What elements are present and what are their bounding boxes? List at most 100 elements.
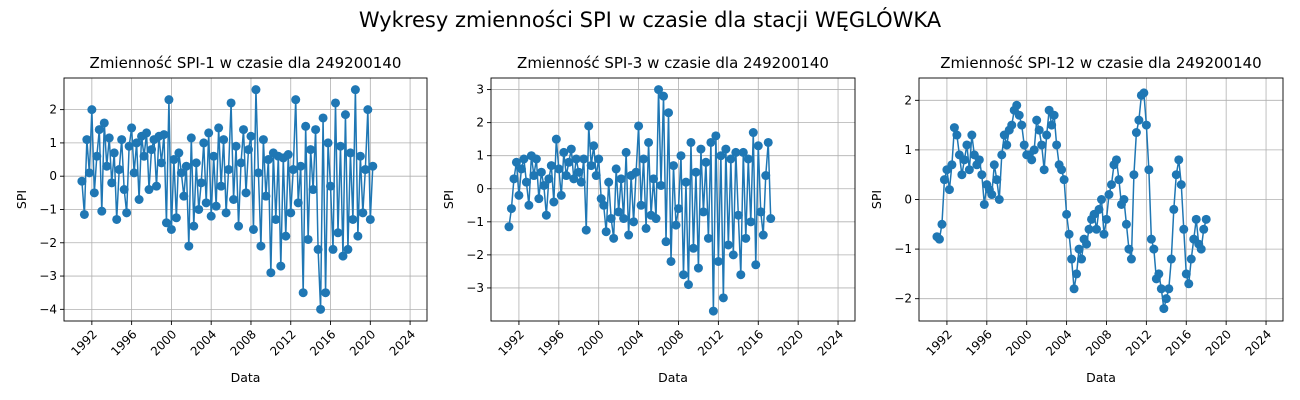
data-point — [676, 151, 686, 161]
x-tick-label: 2000 — [148, 327, 179, 358]
data-point — [201, 198, 211, 208]
data-point — [748, 128, 758, 138]
data-point — [1181, 269, 1191, 279]
data-point — [1131, 128, 1141, 138]
data-point — [581, 225, 591, 235]
x-tick-label: 2004 — [1043, 327, 1074, 358]
data-point — [1099, 229, 1109, 239]
data-point — [363, 105, 373, 115]
y-tick-label: −1 — [894, 242, 912, 256]
data-point — [756, 207, 766, 217]
data-point — [92, 151, 102, 161]
data-point — [977, 170, 987, 180]
x-tick-label: 2004 — [615, 327, 646, 358]
data-point — [604, 177, 614, 187]
data-point — [659, 91, 669, 101]
y-tick-label: 2 — [49, 103, 57, 117]
data-point — [564, 157, 574, 167]
x-tick-label: 2024 — [1243, 327, 1274, 358]
data-point — [365, 214, 375, 224]
data-point — [204, 128, 214, 138]
data-point — [186, 133, 196, 143]
data-point — [636, 200, 646, 210]
data-point — [681, 177, 691, 187]
data-point — [1017, 120, 1027, 130]
data-point — [569, 174, 579, 184]
data-point — [236, 158, 246, 168]
data-point — [234, 221, 244, 231]
data-point — [345, 148, 355, 158]
data-point — [1067, 254, 1077, 264]
data-point — [761, 171, 771, 181]
data-point — [323, 138, 333, 148]
data-point — [335, 141, 345, 151]
data-point — [671, 220, 681, 230]
data-point — [664, 108, 674, 118]
data-point — [263, 155, 273, 165]
data-point — [962, 140, 972, 150]
data-point — [669, 161, 678, 171]
data-point — [1161, 294, 1171, 304]
data-point — [629, 217, 639, 227]
data-point — [308, 185, 318, 195]
x-tick-label: 2008 — [1083, 327, 1114, 358]
data-point — [529, 171, 539, 181]
y-tick-label: −1 — [39, 202, 57, 216]
data-point — [554, 164, 564, 174]
data-point — [639, 154, 649, 164]
data-point — [509, 174, 519, 184]
data-point — [1019, 140, 1029, 150]
data-point — [296, 161, 306, 171]
data-point — [166, 224, 176, 234]
data-point — [1047, 120, 1057, 130]
x-tick-label: 2020 — [1203, 327, 1234, 358]
data-point — [214, 123, 224, 133]
data-point — [519, 154, 529, 164]
data-point — [1057, 165, 1067, 175]
data-point — [766, 214, 776, 224]
data-point — [957, 170, 967, 180]
data-point — [368, 161, 378, 171]
data-point — [751, 260, 761, 270]
data-point — [631, 167, 641, 177]
data-point — [574, 167, 584, 177]
data-point — [97, 206, 107, 216]
x-tick-label: 2016 — [307, 327, 338, 358]
data-point — [139, 151, 149, 161]
chart-title: Zmienność SPI-12 w czasie dla 249200140 — [940, 54, 1261, 72]
data-point — [661, 237, 671, 247]
data-point — [84, 168, 94, 178]
data-point — [1049, 110, 1059, 120]
data-point — [1176, 180, 1186, 190]
data-point — [1092, 224, 1102, 234]
data-point — [649, 174, 659, 184]
data-point — [82, 135, 92, 145]
data-point — [1106, 180, 1116, 190]
data-point — [678, 270, 688, 280]
data-point — [1034, 125, 1044, 135]
data-point — [688, 243, 698, 253]
y-tick-label: −1 — [466, 215, 484, 229]
y-axis-label: SPI — [14, 190, 29, 209]
data-point — [1134, 115, 1144, 125]
data-point — [566, 144, 576, 154]
data-point — [944, 185, 954, 195]
data-point — [199, 138, 209, 148]
data-point — [758, 230, 768, 240]
data-point — [291, 95, 301, 105]
data-point — [606, 214, 616, 224]
data-point — [599, 200, 609, 210]
data-point — [693, 263, 703, 273]
data-point — [939, 175, 949, 185]
chart-title: Zmienność SPI-3 w czasie dla 249200140 — [517, 54, 829, 72]
x-tick-label: 2008 — [655, 327, 686, 358]
x-axis-label: Data — [1086, 370, 1116, 385]
data-point — [1159, 304, 1169, 314]
data-point — [224, 165, 234, 175]
data-point — [506, 204, 516, 214]
data-point — [987, 190, 997, 200]
data-point — [316, 304, 326, 314]
x-tick-label: 2024 — [815, 327, 846, 358]
data-point — [673, 204, 683, 214]
